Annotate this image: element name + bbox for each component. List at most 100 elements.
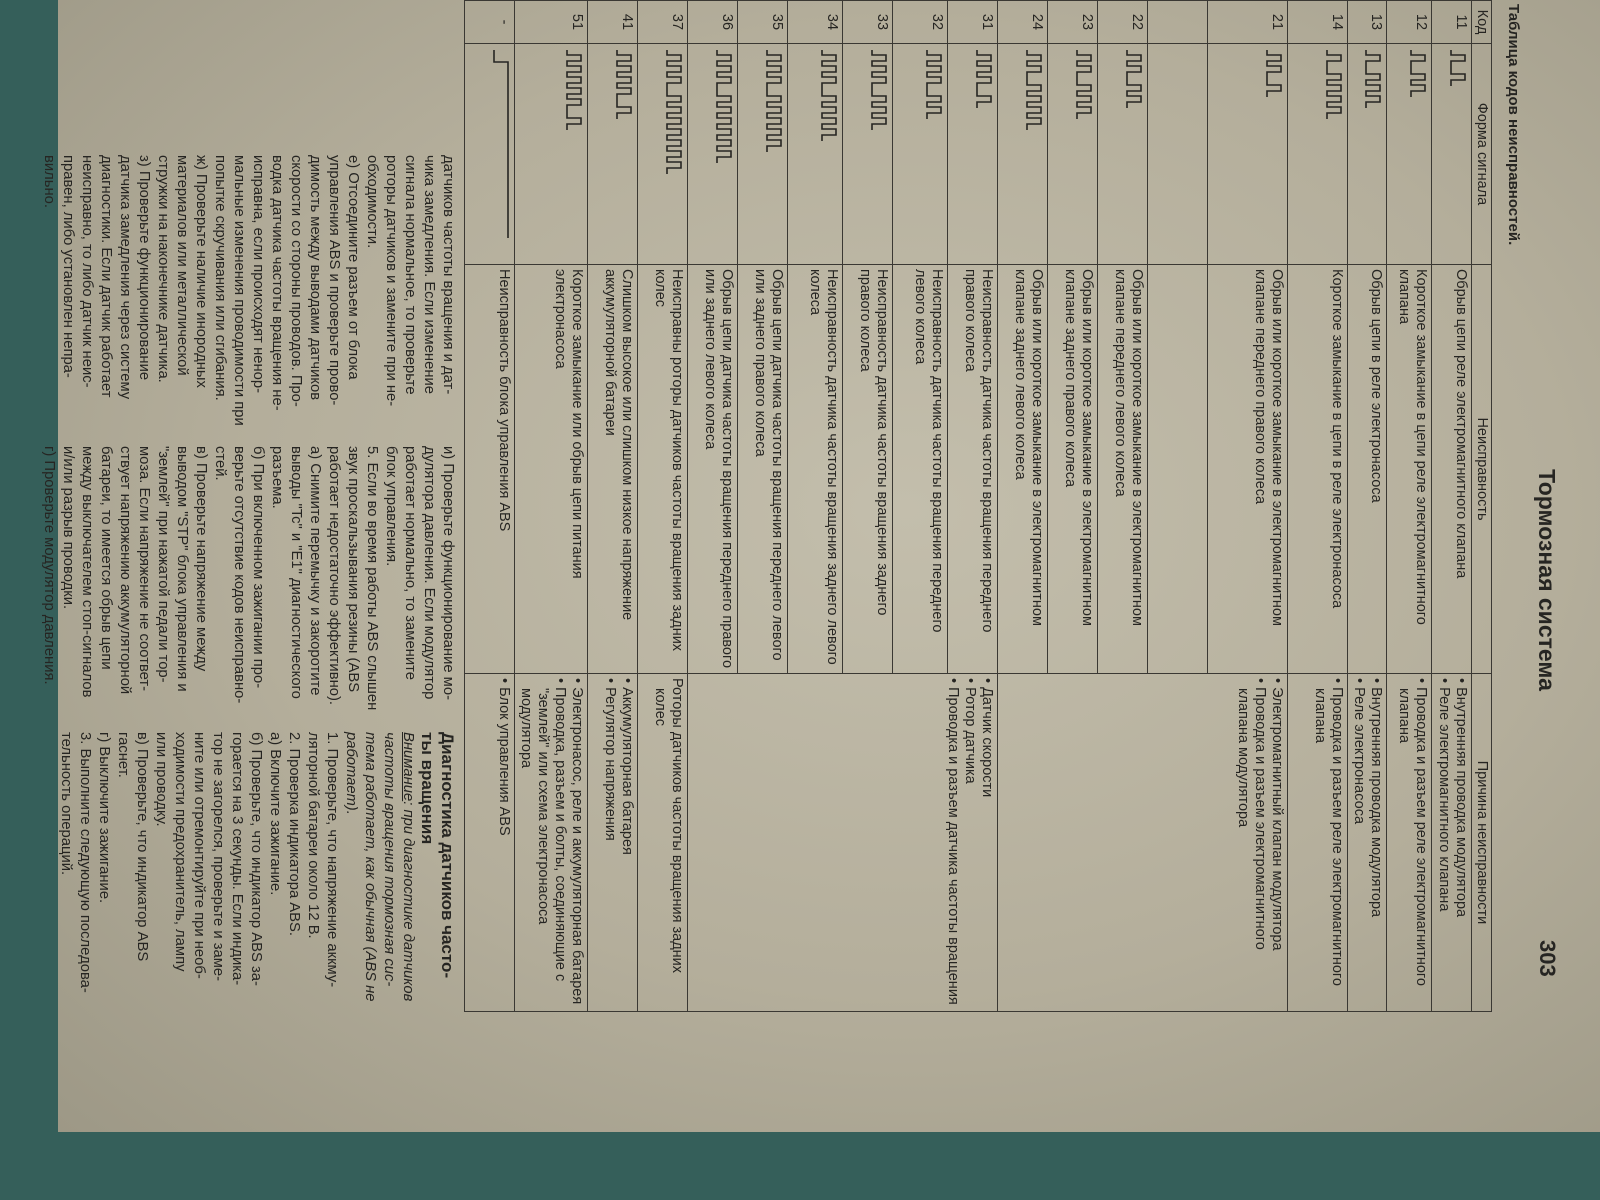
fault-cause: • Датчик скорости • Ротор датчика • Провод… [687, 673, 998, 1012]
col-header-signal: Форма сигнала [1471, 43, 1492, 265]
procedure-steps: 1. Проверьте, что напряжение аккму-лятор… [56, 732, 341, 1020]
cause-item: • Внутренняя проводка модулятора [1368, 678, 1384, 918]
fault-cause: • Проводка и разъем реле электромагнитно… [1287, 673, 1348, 1012]
cause-item: • Проводка и разъем реле электромагнитно… [1312, 678, 1345, 986]
signal-form [947, 43, 998, 265]
signal-form [637, 43, 688, 265]
table-row: 36 Обрыв цепи датчика частоты вращения пе… [687, 0, 738, 1012]
table-row: 32 Неисправность датчика частоты вращения… [892, 0, 948, 1012]
fault-cause: • Электромагнитный клапан модулятора • Пр… [997, 673, 1288, 1012]
fault-code-table: Код Форма сигнала Неисправность Причина … [464, 0, 1492, 1012]
cause-item: • Проводка, разъем и болты, соединяющие … [518, 678, 568, 982]
waveform-path [666, 50, 682, 174]
waveform-path [566, 50, 582, 130]
fault-description: Короткое замыкание или обрыв цепи питани… [514, 264, 588, 674]
text-line: датчика замедления через систему [117, 155, 133, 400]
text-line: тор не загорелся, проверьте и заме- [210, 732, 226, 982]
signal-waveform-icon [1266, 50, 1282, 97]
text-line: неисправно, то либо датчик неис- [79, 155, 95, 388]
section-heading: Диагностика датчиков часто- ты вращения [417, 732, 457, 1020]
table-row: 14 Короткое замыкание в цепи в реле элект… [1287, 0, 1348, 1012]
text-line: а) Снимите перемычку и закоротите [307, 446, 323, 696]
signal-form [1431, 43, 1472, 265]
fault-description: Обрыв цепи в реле электронасоса [1347, 264, 1387, 674]
fault-code: 35 [737, 0, 788, 44]
text-line: а) Включите зажигание. [267, 732, 283, 896]
signal-form [1097, 43, 1148, 265]
note-line: тема работает, как обычная (ABS не [362, 732, 378, 1002]
fault-code: 13 [1347, 0, 1387, 44]
signal-form [1207, 43, 1288, 265]
fault-code: 51 [514, 0, 588, 44]
fault-code: 14 [1287, 0, 1348, 44]
waveform-path [1326, 50, 1342, 119]
note-line: частоты вращения тормозная сис- [381, 732, 397, 987]
fault-description: Обрыв или короткое замыкание в электрома… [1097, 264, 1148, 674]
table-row: 11 Обрыв цепи реле электромагнитного клап… [1431, 0, 1472, 1012]
text-line: чика замедления. Если изменение [421, 155, 437, 395]
signal-waveform-icon [493, 50, 509, 238]
text-line: е) Отсоедините разъем от блока [345, 155, 361, 380]
text-line: дулятора давления. Если модулятор [421, 446, 437, 700]
signal-form [737, 43, 788, 265]
page-title: Тормозная система [1534, 469, 1560, 691]
text-line: разъема. [269, 446, 285, 509]
text-line: выводом "STP" блока управления и [174, 446, 190, 692]
text-line: б) Проверьте, что индикатор ABS за- [248, 732, 264, 986]
text-line: г) Проверьте модулятор давления. [41, 446, 57, 685]
text-line: ж) Проверьте наличие инородных [193, 155, 209, 388]
fault-code: 37 [637, 0, 688, 44]
fault-cause: • Внутренняя проводка модулятора • Реле э… [1347, 673, 1387, 1012]
waveform-path [493, 50, 509, 238]
text-line: и) Проверьте функционирование мо- [440, 446, 456, 701]
col-header-code: Код [1471, 0, 1492, 44]
fault-description: Неисправны роторы датчиков частоты враще… [637, 264, 688, 674]
signal-waveform-icon [821, 50, 837, 141]
cause-item: • Внутренняя проводка модулятора [1453, 678, 1469, 918]
text-line: скорости со стороны проводов. Про- [288, 155, 304, 407]
text-line: управления ABS и проверьте прово- [326, 155, 342, 406]
waveform-path [1076, 50, 1092, 119]
cause-item: Роторы датчиков частоты вращения задних … [652, 678, 685, 974]
fault-description: Короткое замыкание в цепи в реле электро… [1287, 264, 1348, 674]
fault-description: Неисправность блока управления ABS [464, 264, 515, 674]
fault-code: - [464, 0, 515, 44]
fault-code: 22 [1097, 0, 1148, 44]
text-line: выводы "Tc" и "E1" диагностического [288, 446, 304, 699]
page-number: 303 [1535, 940, 1560, 977]
text-line: попытке скручивания или сгибания. [212, 155, 228, 401]
waveform-path [1410, 50, 1426, 97]
paper: Тормозная система 303 Таблица кодов неис… [41, 0, 1600, 1132]
col-header-fault: Неисправность [1471, 264, 1492, 674]
signal-waveform-icon [1126, 50, 1142, 108]
fault-cause: • Аккумуляторная батарея • Регулятор напр… [587, 673, 638, 1012]
fault-code: 21 [1207, 0, 1288, 44]
signal-waveform-icon [766, 50, 782, 152]
signal-form [1147, 43, 1208, 265]
text-line: вильно. [41, 155, 57, 208]
text-line: правен, либо установлен непра- [60, 155, 76, 378]
fault-description [1147, 264, 1208, 674]
text-line: исправна, если происходят ненор- [250, 155, 266, 394]
fault-code [1147, 0, 1208, 44]
signal-form [1047, 43, 1098, 265]
text-line: в) Проверьте напряжение между [193, 446, 209, 672]
fault-description: Неисправность датчика частоты вращения п… [892, 264, 948, 674]
waveform-path [871, 50, 887, 130]
signal-waveform-icon [1450, 50, 1466, 86]
fault-code: 23 [1047, 0, 1098, 44]
text-line: и/или разрыв проводки. [60, 446, 76, 610]
fault-description: Обрыв цепи датчика частоты вращения пере… [687, 264, 738, 674]
text-line: стей. [212, 446, 228, 481]
table-row: 33 Неисправность датчика частоты вращения… [842, 0, 893, 1012]
heading-line: ты вращения [418, 732, 437, 845]
table-caption: Таблица кодов неисправностей. [1505, 4, 1522, 246]
signal-waveform-icon [1410, 50, 1426, 97]
fault-code: 12 [1386, 0, 1432, 44]
text-line: ходимости предохранитель, лампу [172, 732, 188, 972]
table-row: 51 Короткое замыкание или обрыв цепи пита… [514, 0, 588, 1012]
fault-cause: • Электронасос, реле и аккумуляторная ба… [514, 673, 588, 1012]
signal-form [1287, 43, 1348, 265]
fault-description: Неисправность датчика частоты вращения п… [947, 264, 998, 674]
waveform-path [616, 50, 632, 119]
